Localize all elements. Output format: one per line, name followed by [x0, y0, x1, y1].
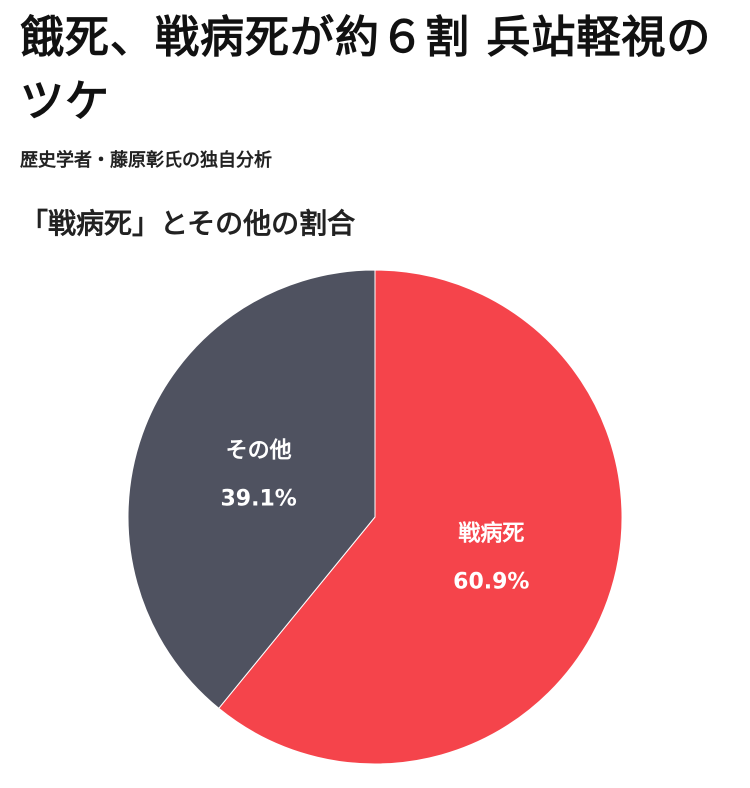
headline: 餓死、戦病死が約６割 兵站軽視のツケ	[20, 12, 712, 127]
pie-slice	[218, 269, 623, 765]
chart-title: 「戦病死」とその他の割合	[20, 207, 356, 240]
pie-slice	[127, 269, 376, 710]
slice-value: 39.1%	[221, 487, 297, 512]
slice-label: その他	[226, 439, 292, 464]
subtitle: 歴史学者・藤原彰氏の独自分析	[20, 150, 272, 171]
slice-value: 60.9%	[453, 569, 529, 594]
slice-label: 戦病死	[458, 520, 524, 546]
